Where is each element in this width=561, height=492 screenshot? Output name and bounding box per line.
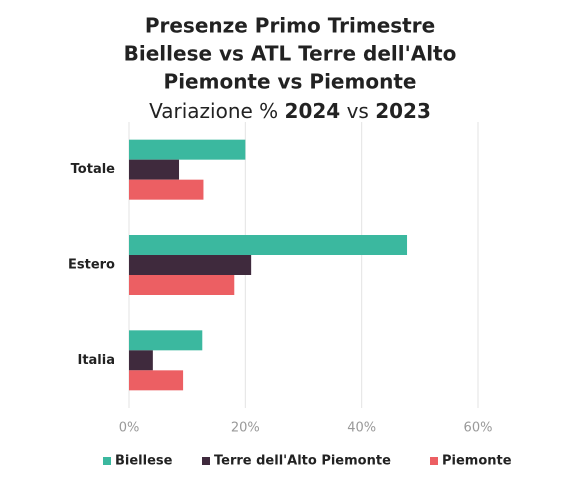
legend-swatch [202, 457, 210, 465]
chart-title: Presenze Primo Trimestre [145, 14, 435, 38]
x-tick-label: 40% [347, 421, 376, 436]
legend-swatch [103, 457, 111, 465]
bar [129, 370, 184, 391]
y-tick-label: Italia [77, 353, 115, 368]
bar [129, 235, 408, 255]
y-tick-label: Estero [68, 258, 115, 273]
bar [129, 255, 252, 275]
y-tick-label: Totale [71, 162, 116, 177]
legend-label: Piemonte [442, 454, 512, 469]
x-tick-label: 0% [119, 421, 140, 436]
bar [129, 275, 235, 295]
subtitle-part: Variazione % [149, 99, 284, 123]
legend-label: Terre dell'Alto Piemonte [214, 454, 391, 469]
subtitle-part: vs [340, 99, 375, 123]
chart-subtitle: Variazione % 2024 vs 2023 [149, 99, 431, 123]
bar [129, 350, 153, 371]
bar [129, 179, 204, 200]
x-tick-label: 60% [464, 421, 493, 436]
legend-label: Biellese [115, 454, 173, 469]
chart-title: Biellese vs ATL Terre dell'Alto [124, 42, 457, 66]
legend-swatch [430, 457, 438, 465]
subtitle-part: 2024 [285, 99, 341, 123]
bar [129, 159, 180, 180]
subtitle-part: 2023 [375, 99, 431, 123]
bar [129, 330, 203, 351]
chart-title: Piemonte vs Piemonte [164, 70, 417, 94]
x-tick-label: 20% [231, 421, 260, 436]
bar [129, 139, 246, 160]
